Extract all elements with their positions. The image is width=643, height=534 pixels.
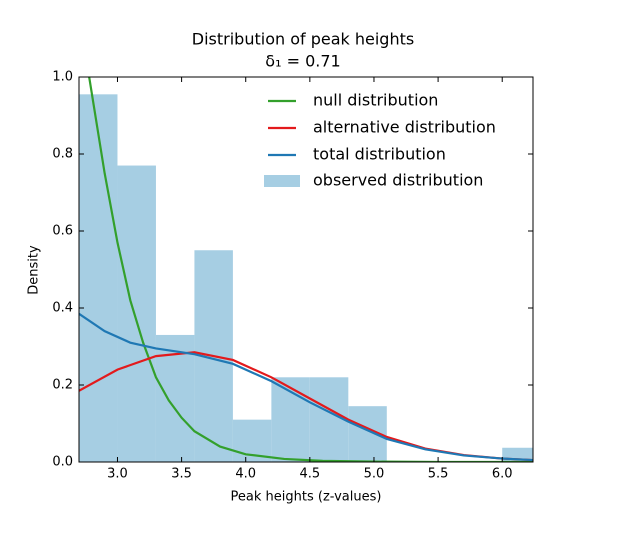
- legend-label: observed distribution: [313, 171, 483, 190]
- y-tick-label: 0.8: [52, 147, 73, 162]
- x-tick-label: 5.0: [364, 467, 385, 482]
- x-tick-label: 6.0: [492, 467, 513, 482]
- y-tick-label: 0.0: [52, 455, 73, 470]
- density-line: [88, 77, 533, 462]
- y-tick-label: 0.6: [52, 224, 73, 239]
- plot-area: [79, 77, 533, 462]
- histogram-bar: [271, 377, 310, 462]
- legend-label: null distribution: [313, 91, 438, 110]
- x-tick-label: 4.5: [300, 467, 321, 482]
- legend-label: total distribution: [313, 145, 446, 164]
- y-tick-label: 1.0: [52, 70, 73, 85]
- x-tick-label: 3.5: [171, 467, 192, 482]
- x-axis-label: Peak heights (z-values): [231, 490, 382, 505]
- x-tick-label: 5.5: [428, 467, 449, 482]
- histogram-bar: [117, 165, 156, 462]
- y-axis-label: Density: [27, 245, 42, 295]
- chart-title: Distribution of peak heights: [192, 30, 414, 49]
- histogram-bar: [79, 94, 118, 462]
- legend-swatch: [264, 175, 300, 187]
- histogram-bar: [309, 377, 349, 462]
- y-tick-label: 0.4: [52, 301, 73, 316]
- x-tick-label: 4.0: [235, 467, 256, 482]
- legend-label: alternative distribution: [313, 118, 496, 137]
- axes-frame: [78, 76, 534, 463]
- y-tick-label: 0.2: [52, 378, 73, 393]
- chart-subtitle: δ₁ = 0.71: [265, 52, 340, 71]
- x-tick-label: 3.0: [107, 467, 128, 482]
- density-line: [79, 312, 533, 462]
